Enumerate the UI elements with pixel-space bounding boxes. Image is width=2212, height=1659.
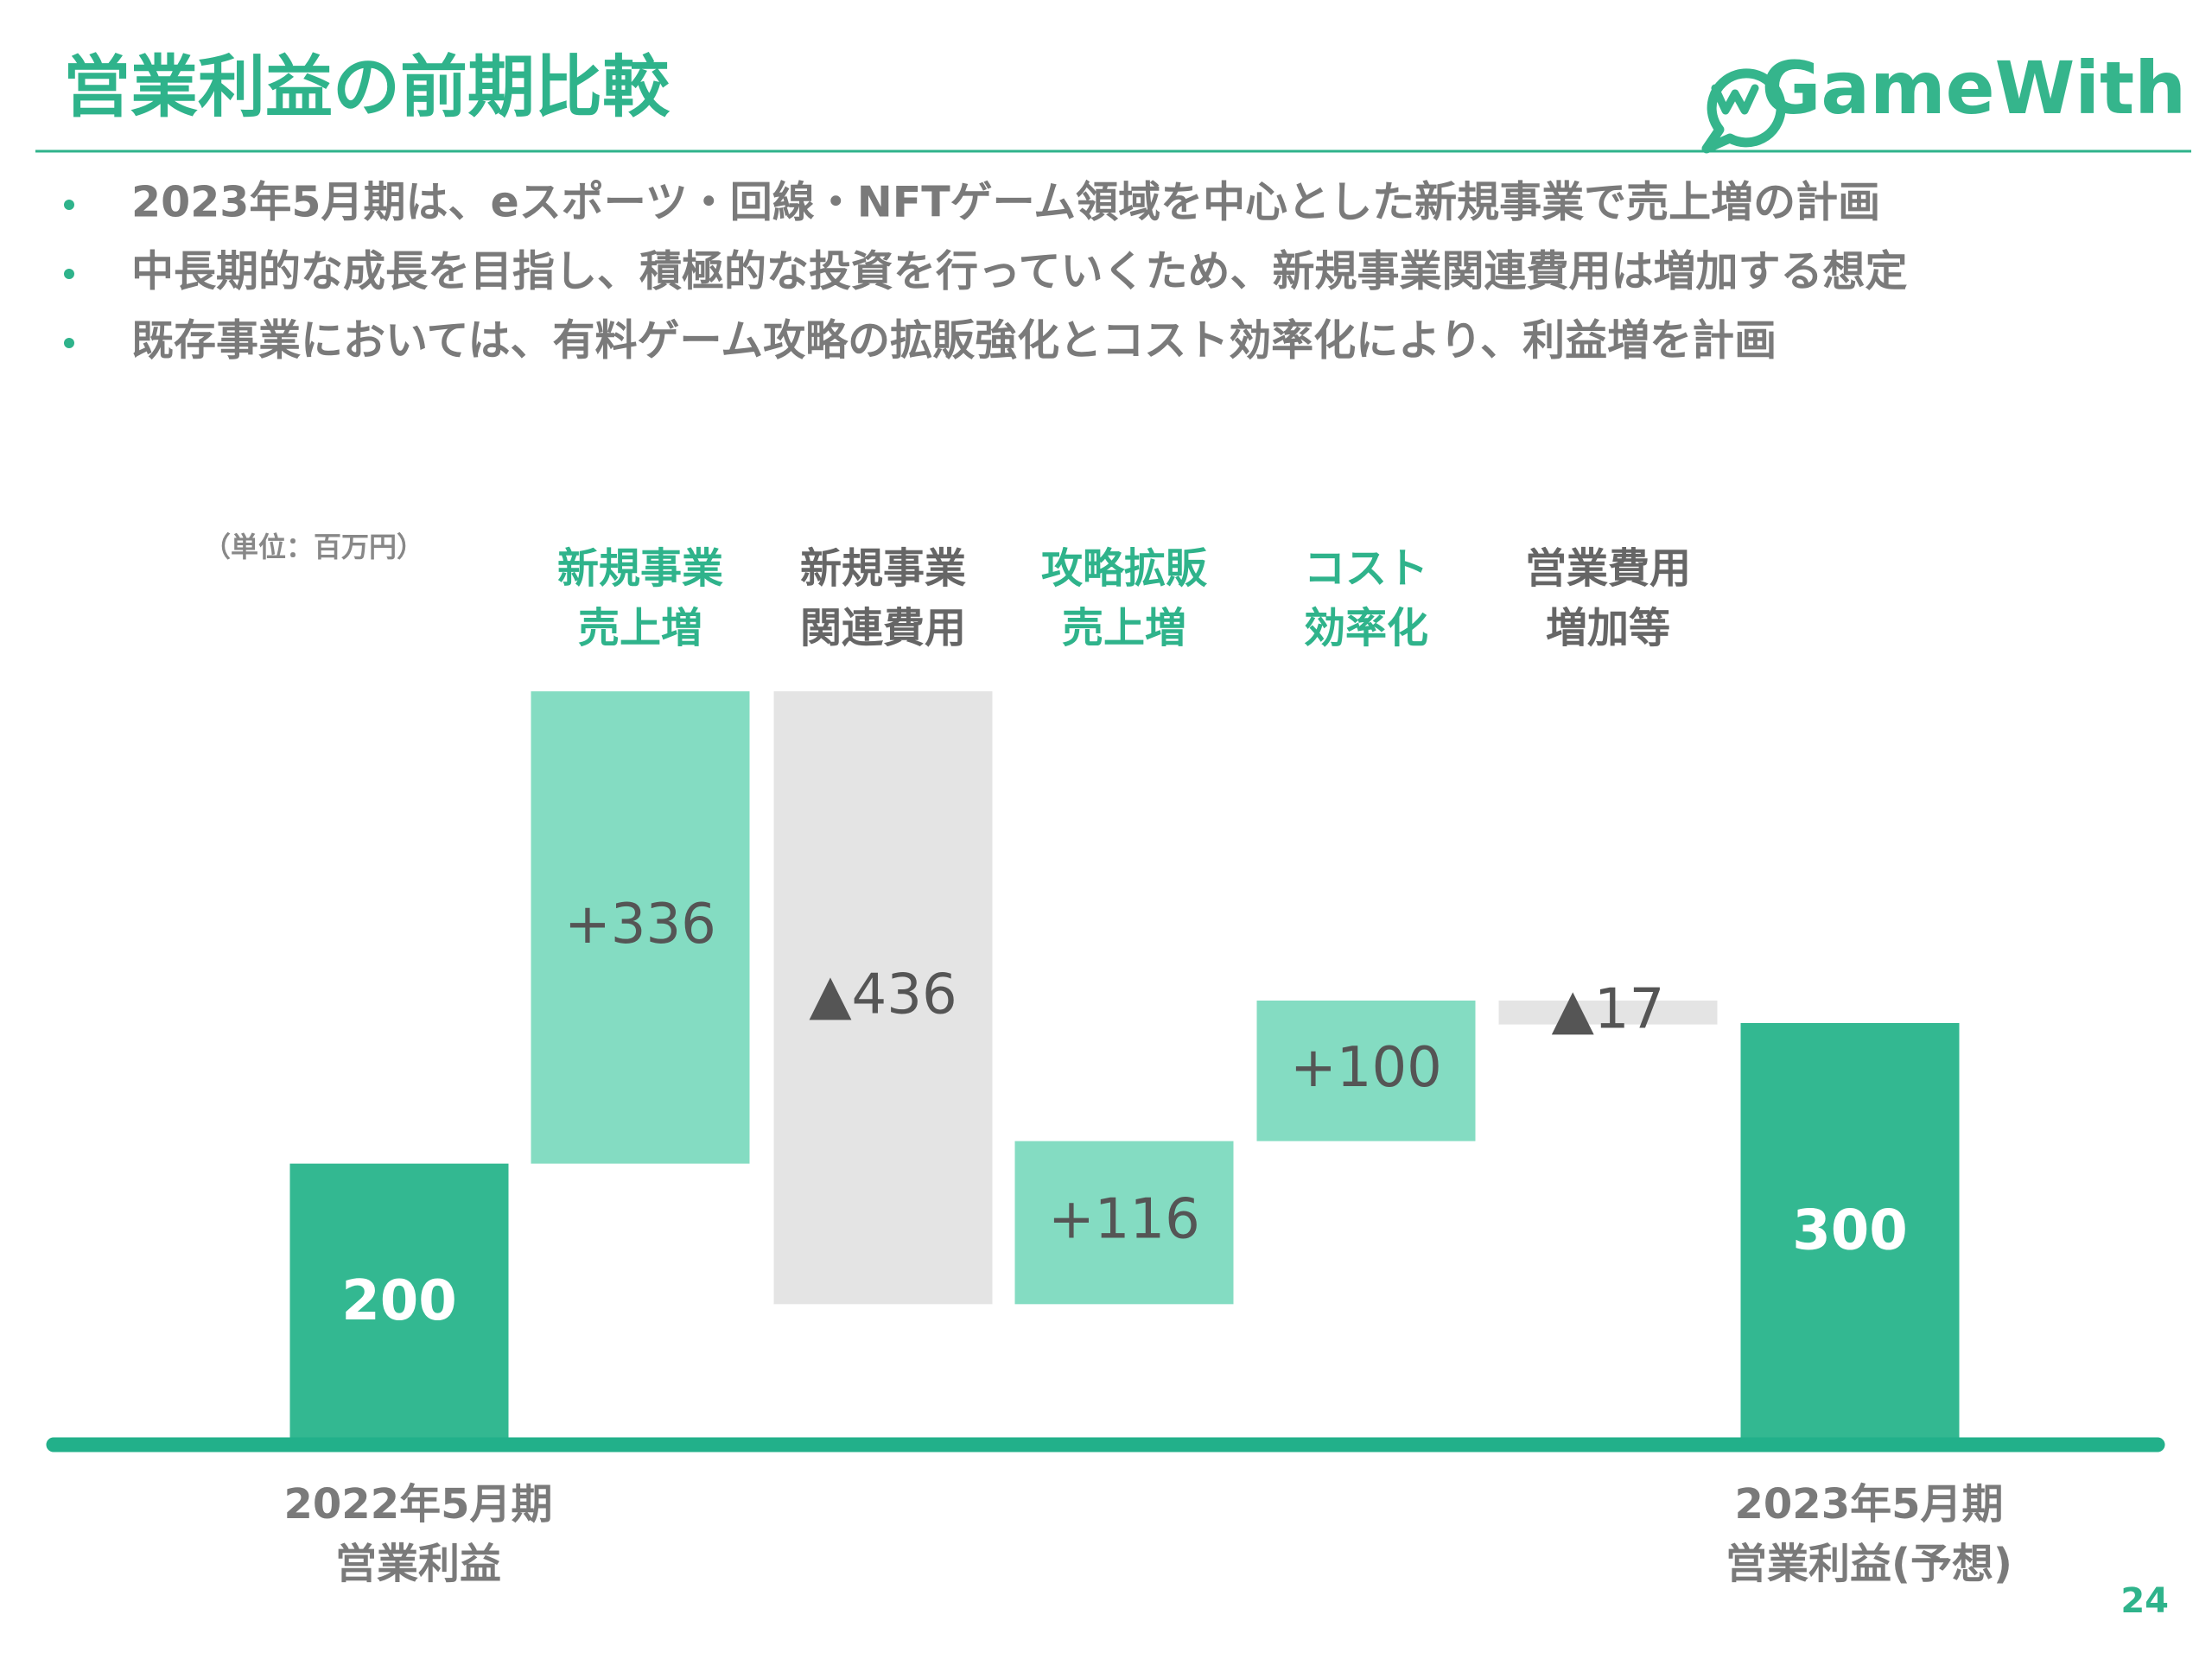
category-label: 効率化	[1304, 604, 1428, 652]
bullet-text: 既存事業においては、有料ゲーム攻略の拡販強化とコスト効率化により、利益増を計画	[131, 316, 1777, 365]
value-label: +116	[1048, 1188, 1200, 1252]
total-bar	[1740, 1023, 1960, 1445]
bullet-dot	[64, 200, 74, 210]
category-label: 売上増	[1062, 604, 1186, 652]
value-label: 300	[1792, 1199, 1908, 1263]
category-label: 営業利益	[335, 1540, 501, 1588]
category-label: 営業利益(予想)	[1726, 1540, 2012, 1588]
change-bar	[1498, 1000, 1718, 1025]
logo-icon	[1701, 68, 1786, 154]
logo-text: GameWith	[1761, 46, 2186, 130]
category-label: 営業費用	[1525, 544, 1691, 593]
page-number: 24	[2120, 1581, 2169, 1621]
category-label: 2023年5月期	[1735, 1480, 2004, 1529]
category-label: 関連費用	[800, 604, 966, 652]
category-label: 増加等	[1546, 604, 1670, 652]
bullet-text: 2023年5月期は、eスポーツ・回線・NFTゲーム領域を中心とした新規事業で売上…	[131, 178, 1880, 227]
value-label: +100	[1290, 1036, 1442, 1100]
category-label: 新規事業	[800, 544, 966, 593]
change-bar	[1014, 1141, 1234, 1305]
change-bar	[1256, 1000, 1476, 1141]
category-label: 2022年5月期	[284, 1480, 553, 1529]
bullet-text: 中長期的な成長を目指し、積極的な投資を行っていくため、新規事業関連費用は増加する…	[131, 247, 1908, 296]
bullet-dot	[64, 338, 74, 348]
category-label: 売上増	[578, 604, 702, 652]
change-bar	[773, 691, 993, 1305]
bullet-dot	[64, 269, 74, 279]
value-label: 200	[341, 1269, 457, 1333]
change-bar	[531, 691, 750, 1164]
slide-title: 営業利益の前期比較	[63, 48, 671, 126]
value-label: ▲17	[1552, 977, 1665, 1041]
value-label: +336	[564, 893, 716, 957]
category-label: コスト	[1304, 544, 1428, 593]
unit-label: （単位：百万円）	[203, 531, 424, 563]
category-label: 攻略拡販	[1041, 544, 1208, 593]
value-label: ▲436	[809, 963, 957, 1027]
category-label: 新規事業	[557, 544, 723, 593]
total-bar	[289, 1163, 509, 1445]
